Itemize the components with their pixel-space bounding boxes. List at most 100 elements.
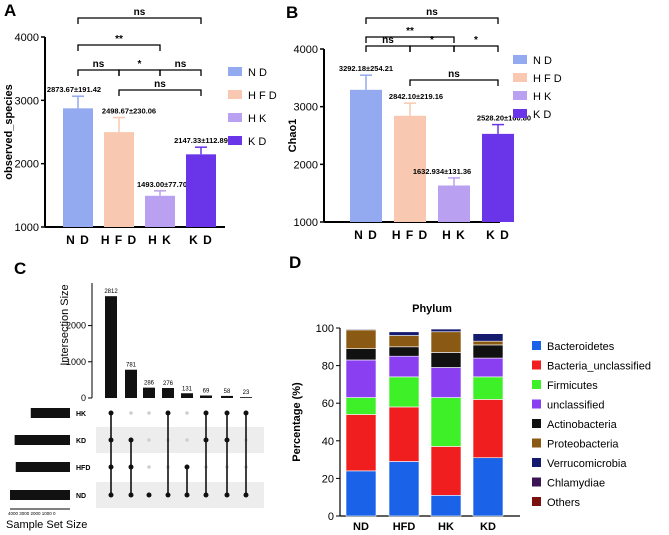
panel-b-sig-label: * xyxy=(474,35,478,46)
panel-d-stack-segment xyxy=(472,399,504,459)
panel-b-category-label: K D xyxy=(486,228,510,242)
panel-d-stack-segment xyxy=(345,359,377,398)
panel-b-legend-swatch xyxy=(513,55,527,64)
panel-d-stack-segment xyxy=(345,414,377,472)
panel-d-category-label: ND xyxy=(353,521,369,533)
panel-d-stack-segment xyxy=(388,331,420,336)
panel-c-matrix-dot xyxy=(146,492,152,498)
panel-c-bar-label: 781 xyxy=(126,363,137,369)
panel-b-legend-label: H K xyxy=(533,91,552,103)
panel-c-intersection-bar xyxy=(162,388,174,398)
panel-d-stack-segment xyxy=(430,367,462,398)
panel-d-stack-segment xyxy=(430,328,462,333)
panel-d-stack-segment xyxy=(388,346,420,357)
panel-a-data-label: 2873.67±191.42 xyxy=(47,85,101,94)
panel-d-stack-segment xyxy=(388,355,420,378)
panel-d-legend-label: Proteobacteria xyxy=(547,439,619,451)
panel-a-bar xyxy=(186,154,216,227)
panel-d-ytick-label: 80 xyxy=(322,361,334,373)
panel-d-legend-label: Firmicutes xyxy=(547,380,598,392)
panel-b-sig-bracket xyxy=(453,45,499,52)
panel-c-matrix-dot xyxy=(147,411,151,415)
panel-d-stack-segment xyxy=(345,329,377,349)
panel-d-legend-swatch xyxy=(532,497,541,506)
panel-c-ylabel: Intersection Size xyxy=(59,284,71,365)
panel-c-bar-label: 23 xyxy=(243,390,250,396)
panel-c-set-size-bar xyxy=(30,408,70,418)
panel-b-data-label: 2842.10±219.16 xyxy=(389,92,443,101)
panel-letter-d: D xyxy=(289,253,301,272)
panel-a-sig-label: ns xyxy=(175,59,187,70)
panel-d-stack-segment xyxy=(345,397,377,415)
panel-d-stack-segment xyxy=(388,335,420,348)
panel-letter-b: B xyxy=(286,3,298,22)
panel-d-stack-segment xyxy=(472,333,504,342)
panel-a-legend-label: N D xyxy=(248,67,267,79)
panel-c-intersection-bar xyxy=(105,296,117,398)
panel-c-intersection-bar xyxy=(181,393,193,398)
panel-c-row-shade xyxy=(96,427,264,453)
panel-d-legend-label: Bacteroidetes xyxy=(547,341,615,353)
panel-d-legend-swatch xyxy=(532,341,541,350)
panel-a-bar xyxy=(63,108,93,227)
panel-b-sig-label: ** xyxy=(406,26,414,37)
panel-d-legend-swatch xyxy=(532,477,541,487)
panel-c-xlabel: Sample Set Size xyxy=(6,519,87,531)
panel-d-stack-segment xyxy=(430,397,462,447)
panel-c-matrix-dot xyxy=(147,438,151,442)
panel-d-legend-label: Chlamydiae xyxy=(547,478,605,490)
panel-c-matrix-dot xyxy=(185,411,189,415)
panel-a-ytick-label: 1000 xyxy=(15,222,39,234)
panel-b-ytick-label: 4000 xyxy=(294,44,318,56)
panel-b-bar xyxy=(438,185,470,222)
panel-a-bar xyxy=(145,195,175,227)
panel-d-category-label: HK xyxy=(438,521,454,533)
panel-d-stack-segment xyxy=(430,352,462,368)
panel-c-ytick-label: 0 xyxy=(81,393,86,403)
panel-b-data-label: 2528.20±160.80 xyxy=(477,114,531,123)
panel-c-intersection-bar xyxy=(143,387,155,398)
panel-d-category-label: KD xyxy=(480,521,496,533)
panel-a-data-label: 2498.67±230.06 xyxy=(102,107,156,116)
panel-d-stack-segment xyxy=(472,332,504,334)
panel-c-bar-label: 2812 xyxy=(104,289,118,295)
panel-c-matrix-dot xyxy=(129,411,133,415)
panel-d-legend-label: unclassified xyxy=(547,400,604,412)
panel-c-row-shade xyxy=(96,482,264,508)
panel-b-bar xyxy=(394,115,426,222)
panel-c-set-size-bar xyxy=(14,435,70,445)
panel-a-ylabel: observed_species xyxy=(3,84,15,179)
panel-d-stack-segment xyxy=(430,446,462,496)
panel-a-sig-label: ns xyxy=(93,59,105,70)
panel-c-bar-label: 69 xyxy=(203,389,210,395)
panel-b-ylabel: Chao1 xyxy=(287,119,299,153)
panel-c-matrix-dot xyxy=(185,438,189,442)
panel-b-ytick-label: 1000 xyxy=(294,217,318,229)
panel-d-legend-label: Verrucomicrobia xyxy=(547,458,627,470)
panel-b-sig-bracket xyxy=(365,36,455,43)
panel-d-stack-segment xyxy=(472,340,504,346)
panel-a-legend-swatch xyxy=(228,90,242,99)
panel-d-legend-swatch xyxy=(532,419,541,428)
panel-c-set-axis-ticks: 4000 3000 2000 1000 0 xyxy=(8,511,56,516)
panel-d-ytick-label: 40 xyxy=(322,436,334,448)
panel-d-legend-label: Actinobacteria xyxy=(547,419,618,431)
panel-d-stack-segment xyxy=(345,470,377,517)
panel-b-legend-swatch xyxy=(513,109,527,118)
panel-c-set-size-bar xyxy=(10,490,70,500)
panel-a-sig-bracket xyxy=(118,69,161,76)
panel-b-sig-bracket xyxy=(365,45,411,52)
panel-b-legend-label: N D xyxy=(533,55,552,67)
panel-a-legend-label: H K xyxy=(248,113,267,125)
panel-a-category-label: H F D xyxy=(101,233,137,247)
panel-b-sig-label: ns xyxy=(426,7,438,18)
panel-c-set-size-bar xyxy=(15,462,71,472)
panel-d-stack-segment xyxy=(430,495,462,517)
panel-letter-a: A xyxy=(4,1,16,20)
panel-d-ytick-label: 60 xyxy=(322,398,334,410)
panel-c-intersection-bar xyxy=(221,395,233,398)
panel-d-legend-label: Others xyxy=(547,497,581,509)
panel-b-ytick-label: 3000 xyxy=(294,102,318,114)
panel-a-data-label: 2147.33±112.89 xyxy=(174,136,228,145)
panel-c-set-label: KD xyxy=(76,438,86,445)
